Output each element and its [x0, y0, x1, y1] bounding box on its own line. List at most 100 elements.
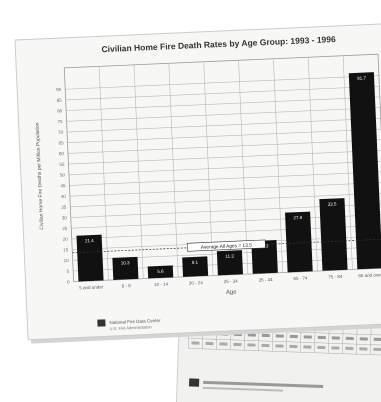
- y-gridline: [67, 128, 381, 144]
- back-footer-subtext: [202, 386, 283, 392]
- bar: [216, 250, 243, 276]
- plot-area: 0 5 10 15 20 25 30 35 40 45 50 55 60 65 70 75 80 85 90 21.4…: [56, 53, 381, 290]
- y-tick-label: 15: [63, 247, 69, 252]
- y-tick-label: 50: [60, 172, 66, 177]
- back-table-cell-mark: [261, 333, 270, 338]
- back-table-cell-mark: [345, 336, 354, 341]
- y-tick-label: 85: [57, 98, 63, 103]
- y-gridline: [70, 192, 381, 208]
- bar: [285, 211, 313, 273]
- y-gridline: [69, 171, 381, 186]
- back-table-cell-mark: [373, 347, 381, 352]
- y-tick-label: 40: [61, 194, 67, 199]
- y-tick-label: 0: [67, 279, 70, 284]
- x-gridline: [342, 55, 353, 270]
- footer-line1: National Fire Data Center: [109, 318, 161, 325]
- bar: [348, 72, 381, 270]
- y-tick-label: 60: [59, 151, 65, 156]
- footer-logo: [97, 319, 106, 327]
- reference-label-box: [186, 239, 266, 252]
- bar: [76, 234, 104, 282]
- bar: [319, 198, 348, 271]
- back-logo: [188, 378, 200, 387]
- bar-value-label: 9.1: [192, 260, 199, 265]
- back-table-cell-mark: [289, 344, 298, 349]
- y-tick-label: 80: [57, 108, 63, 113]
- y-gridline: [65, 75, 379, 90]
- back-table-cell-mark: [331, 346, 340, 350]
- back-table-cell-mark: [359, 347, 368, 351]
- y-tick-label: 65: [58, 140, 64, 145]
- x-tick-label: 5 and under: [79, 284, 104, 290]
- y-gridline: [68, 150, 381, 165]
- back-table-cell-mark: [275, 334, 284, 338]
- y-tick-label: 35: [61, 205, 67, 210]
- y-gridline: [68, 160, 381, 176]
- back-table-cell-mark: [317, 335, 326, 340]
- back-table-cell-mark: [373, 337, 381, 342]
- x-tick-label: 65 - 74: [293, 275, 308, 281]
- back-table-cell-mark: [191, 341, 200, 345]
- back-table-hline: [188, 338, 381, 346]
- bar-value-label: 21.4: [85, 238, 94, 243]
- back-table-cell-mark: [275, 344, 284, 348]
- y-tick-label: 75: [57, 119, 63, 124]
- y-gridline: [67, 118, 381, 133]
- y-tick-label: 20: [63, 237, 69, 242]
- back-table-cell-mark: [205, 341, 214, 346]
- x-gridline: [307, 57, 318, 272]
- back-table-cell-mark: [261, 343, 270, 348]
- y-gridline: [65, 85, 380, 101]
- footer-line2: U.S. Fire Administration: [110, 324, 152, 331]
- y-tick-label: 90: [56, 87, 62, 92]
- x-tick-label: 25 - 34: [224, 278, 239, 284]
- x-gridline: [273, 58, 284, 273]
- bar-value-label: 5.6: [157, 269, 164, 274]
- back-table-cell-mark: [303, 335, 312, 339]
- x-tick-label: 35 - 44: [258, 277, 273, 283]
- bar: [182, 256, 209, 277]
- x-tick-label: 20 - 24: [189, 280, 204, 286]
- bar-value-label: 27.9: [293, 215, 302, 220]
- y-tick-label: 70: [58, 130, 64, 135]
- x-tick-label: 75 - 84: [328, 274, 343, 280]
- back-table-cell-mark: [345, 346, 354, 351]
- y-tick-label: 5: [67, 269, 70, 274]
- x-tick-label: 6 - 9: [122, 283, 132, 288]
- y-gridline: [66, 107, 381, 122]
- back-table-cell-mark: [331, 336, 340, 340]
- y-tick-label: 45: [60, 183, 66, 188]
- x-gridline: [203, 61, 214, 276]
- back-table-cell-mark: [219, 342, 228, 346]
- bar: [147, 265, 174, 279]
- x-gridline: [133, 64, 144, 279]
- x-gridline: [238, 60, 249, 275]
- x-tick-label: 85 and over: [358, 272, 381, 278]
- y-gridline: [69, 182, 381, 197]
- back-table-vline: [369, 324, 372, 355]
- y-gridline: [66, 96, 380, 111]
- bar-value-label: 33.5: [328, 201, 337, 206]
- y-tick-label: 55: [59, 162, 65, 167]
- back-footer-text: [203, 380, 324, 389]
- back-table-cell-mark: [247, 343, 256, 347]
- back-table-cell-mark: [247, 333, 256, 337]
- bar-value-label: 11.3: [225, 253, 234, 258]
- y-gridline: [67, 139, 381, 154]
- x-axis-label: Age: [226, 290, 238, 296]
- reference-line-label: Average All Ages = 13.5: [201, 243, 253, 251]
- back-table-cell-mark: [359, 337, 368, 341]
- sheet-paper: [14, 23, 381, 341]
- back-table-cell-mark: [317, 345, 326, 350]
- back-table-cell-mark: [289, 334, 298, 339]
- bar: [112, 256, 139, 280]
- x-tick-label: 10 - 14: [154, 282, 169, 288]
- y-tick-label: 25: [62, 226, 68, 231]
- back-table-cell-mark: [233, 342, 242, 347]
- bar-value-label: 91.7: [357, 75, 366, 80]
- x-gridline: [98, 66, 109, 281]
- y-axis-label: Civilian Home Fire Deaths per Million Po…: [35, 122, 46, 230]
- y-tick-label: 30: [62, 215, 68, 220]
- back-table-hline: [188, 348, 381, 356]
